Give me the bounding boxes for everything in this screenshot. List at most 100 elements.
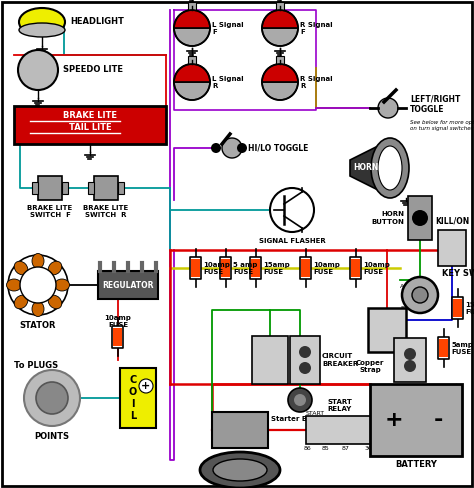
Text: L Signal
F: L Signal F — [212, 21, 244, 35]
Bar — [38, 176, 62, 200]
Bar — [32, 182, 38, 194]
Text: Solenoid: Solenoid — [221, 426, 259, 434]
Text: START: START — [306, 411, 325, 416]
Circle shape — [402, 277, 438, 313]
Circle shape — [211, 143, 221, 153]
Text: L: L — [130, 411, 136, 421]
Bar — [191, 259, 201, 277]
Bar — [120, 368, 156, 428]
Circle shape — [404, 360, 416, 372]
Bar — [118, 182, 124, 194]
Bar — [408, 196, 432, 240]
Bar — [301, 259, 310, 277]
Circle shape — [412, 287, 428, 303]
Ellipse shape — [200, 452, 280, 488]
Bar — [368, 308, 406, 352]
Text: 10amp
FUSE: 10amp FUSE — [105, 315, 131, 328]
Bar — [94, 176, 118, 200]
Text: BRAKE LITE
SWITCH  F: BRAKE LITE SWITCH F — [27, 205, 73, 218]
Bar — [113, 328, 122, 346]
Bar — [191, 257, 201, 279]
Text: 30
AMP: 30 AMP — [260, 350, 280, 370]
Ellipse shape — [14, 295, 28, 309]
Text: 86: 86 — [304, 446, 312, 451]
Circle shape — [222, 138, 242, 158]
Bar — [276, 2, 284, 10]
Wedge shape — [262, 82, 298, 100]
Bar — [301, 257, 311, 279]
Text: HORN
BUTTON: HORN BUTTON — [371, 211, 404, 224]
Text: POINTS: POINTS — [35, 432, 70, 441]
Text: TAIL LITE: TAIL LITE — [69, 123, 111, 133]
Text: L Signal
R: L Signal R — [212, 76, 244, 88]
Bar — [276, 56, 284, 64]
Text: BATTERY: BATTERY — [395, 460, 437, 469]
Circle shape — [294, 394, 306, 406]
Ellipse shape — [371, 138, 409, 198]
Wedge shape — [174, 82, 210, 100]
Bar — [252, 336, 288, 384]
Wedge shape — [174, 10, 210, 28]
Circle shape — [404, 348, 416, 360]
Text: 85: 85 — [322, 446, 330, 451]
Ellipse shape — [213, 459, 267, 481]
Circle shape — [288, 388, 312, 412]
Wedge shape — [262, 10, 298, 28]
Wedge shape — [262, 28, 298, 46]
Text: C: C — [129, 375, 137, 385]
Polygon shape — [350, 140, 390, 196]
Text: I: I — [131, 399, 135, 409]
Bar — [306, 416, 374, 444]
Text: 15amp
FUSE: 15amp FUSE — [264, 262, 290, 274]
Text: -: - — [433, 410, 443, 430]
Text: BATT: BATT — [400, 306, 416, 311]
Bar — [438, 337, 449, 359]
Bar — [394, 338, 426, 382]
Bar — [188, 56, 196, 64]
Text: CIRCUIT
BREAKER: CIRCUIT BREAKER — [392, 388, 428, 401]
Ellipse shape — [7, 279, 21, 291]
Wedge shape — [174, 28, 210, 46]
Bar — [252, 259, 261, 277]
Text: SPEEDO LITE: SPEEDO LITE — [63, 65, 123, 75]
Text: HEADLIGHT: HEADLIGHT — [70, 18, 124, 26]
Bar — [62, 182, 68, 194]
Circle shape — [378, 98, 398, 118]
Ellipse shape — [48, 295, 62, 309]
Text: 40
AMP: 40 AMP — [375, 319, 399, 341]
Circle shape — [20, 267, 56, 303]
Text: See below for more options
on turn signal switches: See below for more options on turn signa… — [410, 120, 474, 131]
Bar — [221, 259, 230, 277]
Bar — [250, 257, 262, 279]
Bar — [212, 412, 268, 448]
Bar — [14, 106, 166, 144]
Text: KILL/ON: KILL/ON — [435, 217, 469, 226]
Bar — [350, 257, 362, 279]
Circle shape — [8, 255, 68, 315]
Text: KEY SWITCH: KEY SWITCH — [442, 268, 474, 278]
Ellipse shape — [55, 279, 70, 291]
Bar — [98, 271, 158, 299]
Text: To PLUGS: To PLUGS — [14, 361, 58, 369]
Circle shape — [24, 370, 80, 426]
Ellipse shape — [32, 253, 44, 268]
Text: SIGNAL FLASHER: SIGNAL FLASHER — [259, 238, 325, 244]
Text: REGULATOR: REGULATOR — [102, 281, 154, 289]
Text: CIRCUIT
BREAKER: CIRCUIT BREAKER — [322, 353, 358, 366]
Ellipse shape — [32, 302, 44, 317]
Text: 87: 87 — [342, 446, 350, 451]
Text: +: + — [141, 381, 151, 391]
Circle shape — [139, 379, 153, 393]
Text: STATOR: STATOR — [20, 321, 56, 330]
Wedge shape — [262, 64, 298, 82]
Text: 10amp
FUSE: 10amp FUSE — [313, 262, 340, 274]
Bar — [370, 384, 462, 456]
Ellipse shape — [378, 146, 402, 190]
Ellipse shape — [19, 23, 65, 37]
Text: R Signal
R: R Signal R — [300, 76, 333, 88]
Ellipse shape — [48, 261, 62, 275]
Bar — [88, 182, 94, 194]
Bar — [220, 257, 231, 279]
Circle shape — [412, 210, 428, 226]
Bar — [352, 259, 361, 277]
